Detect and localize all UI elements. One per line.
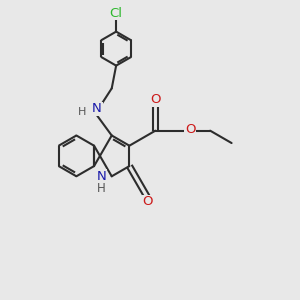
Text: N: N (92, 103, 102, 116)
Text: N: N (97, 170, 106, 183)
Text: O: O (142, 196, 153, 208)
Text: Cl: Cl (110, 7, 123, 20)
Text: H: H (78, 107, 86, 117)
Text: O: O (150, 93, 160, 106)
Text: O: O (185, 123, 195, 136)
Text: H: H (97, 182, 106, 195)
